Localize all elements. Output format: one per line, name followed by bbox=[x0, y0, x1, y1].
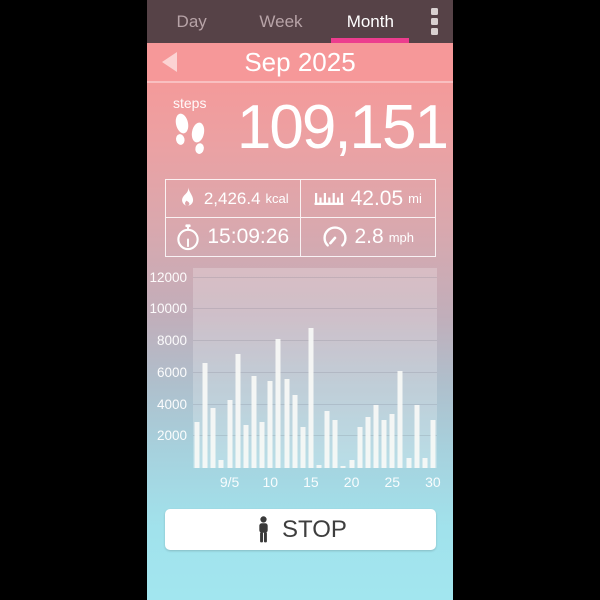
bar-day-21 bbox=[357, 426, 363, 468]
gridline bbox=[193, 308, 437, 310]
gridline bbox=[193, 371, 437, 373]
speed-value: 2.8 bbox=[354, 225, 384, 248]
kebab-dot bbox=[430, 8, 438, 15]
bar-day-7 bbox=[243, 425, 249, 468]
stats-grid: 2,426.4 kcal bbox=[165, 179, 436, 257]
bar-day-18 bbox=[332, 420, 338, 468]
gridline bbox=[193, 435, 437, 437]
stop-button-row: STOP bbox=[165, 509, 436, 550]
stop-button-label: STOP bbox=[282, 515, 347, 543]
phone-screen: Day Week Month Sep 2025 bbox=[147, 0, 453, 600]
stopwatch-icon bbox=[177, 223, 200, 250]
bar-day-11 bbox=[275, 339, 281, 468]
stat-distance: 42.05 mi bbox=[300, 180, 435, 218]
steps-unit-label: steps bbox=[173, 95, 207, 111]
y-axis-tick-label: 8000 bbox=[156, 333, 187, 349]
steps-bar-chart: 2000 4000 6000 8000 10000 12000 9/5 10 15 20 25 30 bbox=[147, 268, 453, 490]
tab-week-label: Week bbox=[259, 11, 303, 31]
x-axis-tick-label: 25 bbox=[384, 474, 401, 490]
steps-summary: steps 109,151 bbox=[147, 83, 453, 165]
overflow-menu-icon[interactable] bbox=[415, 0, 453, 43]
bar-day-17 bbox=[324, 410, 330, 468]
bar-day-29 bbox=[422, 458, 428, 468]
stat-calories: 2,426.4 kcal bbox=[166, 180, 301, 218]
y-axis-tick-label: 4000 bbox=[156, 396, 187, 412]
bar-day-28 bbox=[414, 404, 420, 468]
bar-day-25 bbox=[389, 414, 395, 468]
tab-day[interactable]: Day bbox=[147, 0, 236, 43]
kebab-dot bbox=[430, 18, 438, 25]
bar-day-19 bbox=[340, 466, 346, 468]
bar-day-20 bbox=[349, 460, 355, 468]
bar-day-1 bbox=[194, 421, 200, 468]
bar-day-23 bbox=[373, 404, 379, 468]
bar-day-16 bbox=[316, 464, 322, 468]
y-axis-tick-label: 10000 bbox=[149, 301, 187, 317]
page-title: Sep 2025 bbox=[244, 46, 356, 77]
main-content: steps 109,151 bbox=[147, 83, 453, 600]
bar-day-9 bbox=[259, 421, 265, 468]
bar-day-24 bbox=[381, 420, 387, 468]
bar-day-27 bbox=[406, 458, 412, 468]
chart-plot: 9/5 10 15 20 25 30 bbox=[193, 268, 441, 490]
bar-day-13 bbox=[292, 394, 298, 468]
gridline bbox=[193, 403, 437, 405]
x-axis-tick-label: 15 bbox=[303, 474, 319, 490]
distance-unit: mi bbox=[408, 191, 422, 206]
tab-group: Day Week Month bbox=[147, 0, 415, 43]
x-axis-tick-label: 30 bbox=[425, 474, 441, 490]
speedometer-icon bbox=[322, 225, 347, 247]
tab-bar: Day Week Month bbox=[147, 0, 453, 43]
stat-speed: 2.8 mph bbox=[301, 218, 436, 256]
month-header: Sep 2025 bbox=[147, 43, 453, 83]
steps-icon-block: steps bbox=[173, 95, 207, 160]
y-axis-tick-label: 12000 bbox=[149, 269, 187, 285]
person-icon bbox=[259, 516, 268, 543]
bar-day-3 bbox=[210, 407, 216, 468]
letterbox-right bbox=[453, 0, 600, 600]
gridline bbox=[193, 276, 437, 278]
flame-icon bbox=[181, 187, 193, 206]
x-axis-tick-label: 20 bbox=[343, 474, 360, 490]
calories-unit: kcal bbox=[265, 191, 289, 206]
chart-y-axis: 2000 4000 6000 8000 10000 12000 bbox=[147, 268, 193, 468]
bar-day-15 bbox=[308, 328, 314, 468]
stop-button[interactable]: STOP bbox=[165, 509, 436, 550]
bar-day-30 bbox=[430, 420, 436, 468]
x-axis-tick-label: 9/5 bbox=[219, 474, 240, 490]
bar-day-8 bbox=[251, 375, 257, 468]
bar-day-4 bbox=[218, 460, 224, 468]
bar-day-12 bbox=[284, 379, 290, 468]
y-axis-tick-label: 2000 bbox=[156, 428, 187, 444]
time-value: 15:09:26 bbox=[207, 225, 290, 248]
tab-week[interactable]: Week bbox=[236, 0, 325, 43]
gridline bbox=[193, 340, 437, 342]
back-arrow-icon[interactable] bbox=[162, 52, 177, 72]
bar-day-5 bbox=[227, 399, 233, 468]
footprints-icon bbox=[175, 113, 205, 154]
kebab-dot bbox=[430, 28, 438, 35]
tab-month-label: Month bbox=[346, 11, 394, 31]
letterbox-left bbox=[0, 0, 147, 600]
bar-day-10 bbox=[267, 380, 273, 468]
calories-value: 2,426.4 bbox=[203, 188, 261, 208]
speed-unit: mph bbox=[388, 229, 414, 245]
y-axis-tick-label: 6000 bbox=[156, 364, 187, 380]
bar-day-2 bbox=[202, 363, 208, 468]
bar-day-6 bbox=[235, 353, 241, 468]
bar-day-22 bbox=[365, 417, 371, 468]
ruler-icon bbox=[314, 193, 344, 205]
bar-day-26 bbox=[397, 371, 403, 468]
x-axis-tick-label: 10 bbox=[262, 474, 279, 490]
steps-count: 109,151 bbox=[236, 93, 449, 162]
distance-value: 42.05 bbox=[350, 186, 404, 210]
stat-time: 15:09:26 bbox=[166, 218, 301, 256]
tab-month[interactable]: Month bbox=[326, 0, 415, 43]
bar-day-14 bbox=[300, 426, 306, 468]
tab-day-label: Day bbox=[176, 11, 207, 31]
